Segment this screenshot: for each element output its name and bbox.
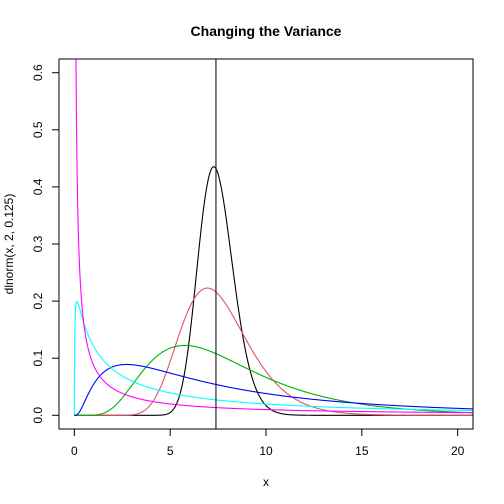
series-line-6 [75,59,473,414]
chart-title: Changing the Variance [191,23,342,39]
x-tick-label-10: 10 [259,444,273,458]
y-tick-label-1: 0.1 [31,350,45,367]
series-line-3 [74,344,473,416]
y-tick-label-6: 0.6 [31,64,45,81]
y-tick-label-5: 0.5 [31,121,45,138]
y-axis-label: dlnorm(x, 2, 0.125) [2,194,16,295]
y-tick-label-2: 0.2 [31,292,45,309]
series-group [73,59,473,416]
y-tick-label-0: 0.0 [31,407,45,424]
x-tick-label-20: 20 [451,444,465,458]
plot-box [58,58,474,430]
series-line-4 [74,363,473,416]
y-tick-label-4: 0.4 [31,178,45,195]
series-line-1 [74,166,473,416]
plot-area: 0 5 10 15 20 0.0 0.1 0.2 0.3 0.4 0.5 0.6 [31,58,474,458]
x-tick-label-15: 15 [355,444,369,458]
y-tick-label-3: 0.3 [31,235,45,252]
x-tick-label-0: 0 [71,444,78,458]
series-line-5 [73,300,473,415]
x-axis-label: x [263,475,269,489]
x-tick-label-5: 5 [167,444,174,458]
series-line-2 [74,287,473,416]
